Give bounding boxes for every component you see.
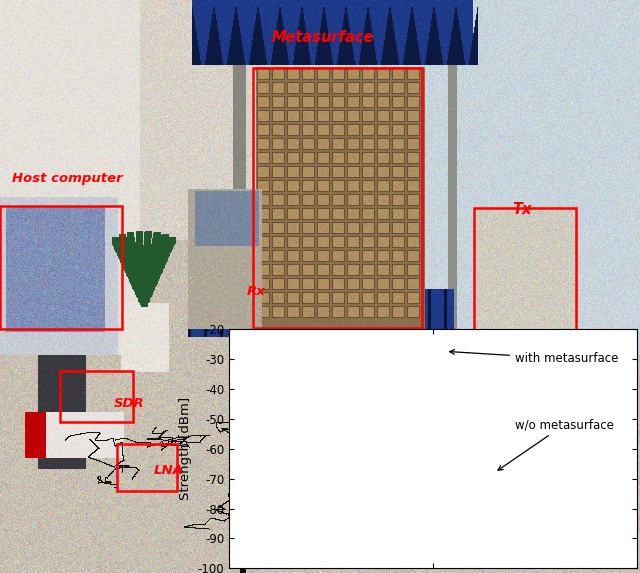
Bar (474, 208, 576, 331)
Text: Metasurface: Metasurface (272, 30, 374, 45)
Bar (253, 68, 422, 328)
Text: Rx: Rx (246, 285, 265, 299)
Text: w/o metasurface: w/o metasurface (498, 418, 614, 470)
Bar (60, 371, 133, 422)
Text: SDR: SDR (114, 397, 145, 410)
Text: with metasurface: with metasurface (450, 350, 618, 366)
Bar (0, 206, 122, 329)
Bar (117, 444, 177, 491)
Text: Tx: Tx (512, 202, 531, 217)
Y-axis label: Strength [dBm]: Strength [dBm] (179, 397, 192, 500)
Text: LNA: LNA (154, 464, 184, 477)
Text: Host computer: Host computer (12, 172, 122, 185)
